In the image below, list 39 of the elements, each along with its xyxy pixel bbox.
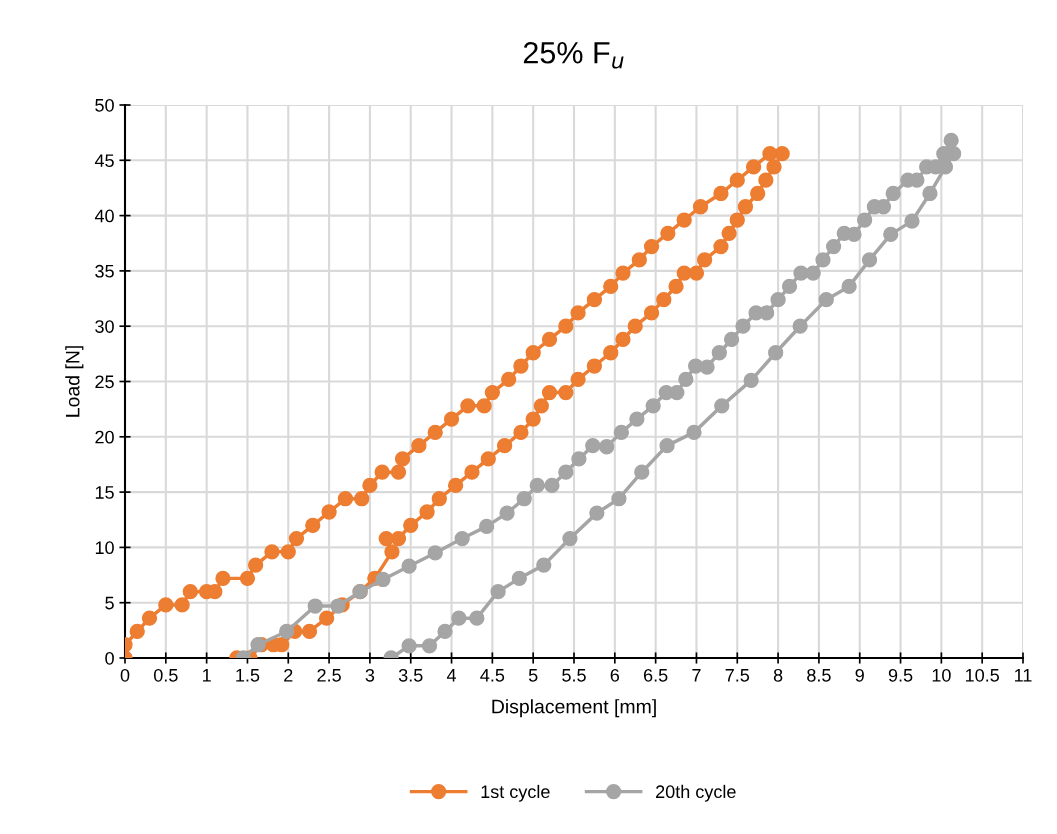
x-tick-label: 6 xyxy=(610,668,620,682)
y-tick-label: 20 xyxy=(95,430,114,444)
x-tick-label: 10.5 xyxy=(965,668,999,682)
y-tick-label: 40 xyxy=(94,209,114,223)
x-tick-label: 10 xyxy=(932,668,951,682)
x-tick-label: 6.5 xyxy=(644,668,668,682)
y-tick-label: 25 xyxy=(95,375,114,389)
x-tick-label: 3 xyxy=(365,668,375,682)
x-tick-label: 1 xyxy=(202,669,211,682)
y-tick-label: 15 xyxy=(95,486,114,499)
x-tick-label: 9 xyxy=(855,668,864,682)
y-tick-label: 30 xyxy=(95,320,114,333)
x-tick-label: 8.5 xyxy=(807,668,831,682)
x-tick-label: 9.5 xyxy=(888,668,913,682)
x-tick-label: 3.5 xyxy=(398,668,423,682)
x-tick-label: 0 xyxy=(120,668,130,682)
legend-label: 1st cycle xyxy=(481,784,550,802)
x-tick-label: 7.5 xyxy=(725,669,750,682)
x-tick-label: 11 xyxy=(1015,669,1032,682)
y-tick-label: 45 xyxy=(94,154,114,168)
x-axis-title: Displacement [mm] xyxy=(492,699,656,718)
x-tick-label: 4 xyxy=(446,669,457,682)
y-tick-label: 5 xyxy=(105,596,114,610)
y-tick-label: 35 xyxy=(95,264,114,278)
x-tick-label: 7 xyxy=(692,669,701,682)
x-tick-label: 2 xyxy=(284,668,293,682)
y-tick-label: 0 xyxy=(105,651,114,665)
x-tick-label: 4.5 xyxy=(480,669,505,682)
x-tick-label: 5.5 xyxy=(562,669,586,682)
y-tick-label: 50 xyxy=(95,98,114,112)
y-axis-title: Load [N] xyxy=(65,346,84,417)
x-tick-label: 8 xyxy=(773,668,783,682)
x-tick-label: 0.5 xyxy=(153,668,178,682)
y-tick-label: 10 xyxy=(95,541,114,555)
x-tick-label: 2.5 xyxy=(317,668,341,682)
x-tick-label: 5 xyxy=(528,669,538,682)
legend-label: 20th cycle xyxy=(656,784,736,802)
x-tick-label: 1.5 xyxy=(236,669,260,682)
chart-title: 25% F$_{u}$ xyxy=(523,41,624,69)
